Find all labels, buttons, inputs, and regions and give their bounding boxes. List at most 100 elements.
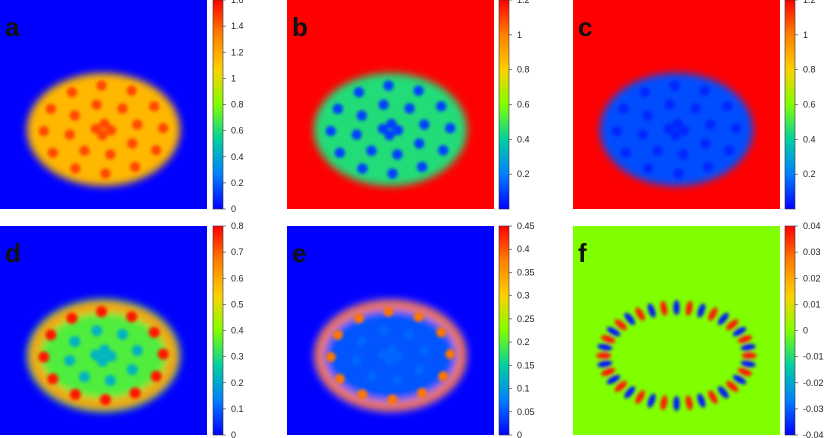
negative-lobe — [717, 312, 729, 325]
field-spot — [383, 80, 394, 91]
field-spot — [69, 110, 80, 121]
colorbar-tick-label: 0.2 — [803, 169, 816, 179]
cluster-region — [313, 73, 468, 187]
colorbar-tick-label: 0.2 — [231, 178, 244, 188]
field-spot — [150, 145, 162, 156]
field-spot — [45, 329, 57, 341]
field-spot — [618, 103, 630, 115]
panel-letter: b — [292, 12, 308, 42]
colorbar-tick-label: 0.6 — [231, 273, 244, 283]
negative-lobe — [606, 374, 621, 385]
colorbar-tick-label: 1 — [517, 30, 522, 40]
field-spot — [392, 149, 403, 160]
field-spot — [332, 103, 344, 115]
colorbar-tick-label: 0.02 — [803, 273, 821, 283]
field-spot — [150, 370, 162, 382]
colorbar-tick-label: 0.1 — [231, 404, 244, 414]
colorbar-tick-label: 0.8 — [517, 65, 530, 75]
field-spot — [353, 87, 365, 98]
colorbar-tick-label: 0 — [231, 430, 236, 438]
field-spot — [387, 394, 398, 405]
field-spot — [445, 122, 456, 134]
field-spot — [38, 351, 50, 363]
negative-lobe — [597, 343, 613, 351]
colorbar-tick-label: 0.4 — [517, 244, 530, 254]
field-spot — [45, 103, 57, 115]
field-spot — [70, 163, 81, 174]
field-spot — [126, 364, 138, 376]
field-spot — [97, 129, 108, 141]
colorbar — [784, 0, 796, 210]
colorbar-tick-label: 0.45 — [517, 221, 535, 231]
field-spot — [413, 311, 424, 322]
field-spot — [383, 306, 394, 317]
colorbar-tick-label: 0.35 — [517, 267, 535, 277]
heatmap-c — [573, 0, 780, 209]
field-spot — [643, 163, 654, 174]
field-spot — [392, 375, 403, 386]
negative-lobe — [597, 360, 613, 368]
field-spot — [117, 103, 128, 114]
colorbar-tick-label: 0.8 — [803, 65, 816, 75]
heatmap-b — [287, 0, 494, 209]
field-spot — [129, 161, 141, 173]
panel-e: e 0 0.05 0.1 0.15 0.2 0.25 0.3 0.35 0.4 0.45 — [287, 221, 535, 438]
colorbar-tick-label: 0.7 — [231, 247, 244, 257]
field-spot — [384, 129, 395, 141]
colorbar-tick-label: 0.6 — [517, 100, 530, 110]
colorbar-tick-label: 0.2 — [517, 169, 530, 179]
colorbar-tick-label: 0.5 — [231, 299, 244, 309]
positive-lobe — [708, 390, 718, 404]
field-spot — [69, 336, 81, 348]
field-spot — [334, 147, 345, 159]
colorbar-tick-label: 1.6 — [231, 0, 244, 5]
field-spot — [652, 145, 663, 156]
field-spot — [126, 311, 138, 323]
field-spot — [99, 118, 110, 130]
field-spot — [438, 371, 449, 382]
field-spot — [642, 110, 653, 121]
field-spot — [723, 145, 735, 156]
field-spot — [663, 123, 675, 135]
colorbar-tick-label: 0.8 — [231, 100, 244, 110]
colorbar-tick-label: 0.25 — [517, 314, 535, 324]
field-spot — [99, 394, 111, 406]
panel-letter: f — [578, 238, 587, 268]
colorbar-tick-label: 0.2 — [231, 378, 244, 388]
colorbar-tick-label: -0.03 — [803, 404, 824, 414]
field-spot — [416, 161, 428, 173]
positive-lobe — [596, 352, 612, 359]
colorbar-tick-label: 1 — [803, 30, 808, 40]
field-spot — [386, 118, 397, 130]
field-spot — [47, 147, 58, 159]
positive-lobe — [614, 381, 627, 392]
panel-letter: d — [5, 238, 21, 268]
field-spot — [91, 99, 102, 110]
field-spot — [445, 349, 456, 360]
field-spot — [334, 373, 345, 384]
field-spot — [91, 325, 103, 337]
positive-lobe — [635, 390, 645, 404]
panel-b: b 0.2 0.4 0.6 0.8 1 1.2 — [287, 0, 530, 210]
field-spot — [157, 348, 169, 360]
colorbar-tick-label: 0.2 — [517, 337, 530, 347]
field-spot — [105, 125, 117, 136]
field-spot — [96, 306, 108, 318]
positive-lobe — [600, 335, 616, 344]
field-spot — [149, 101, 160, 112]
negative-lobe — [624, 386, 636, 399]
field-spot — [64, 129, 75, 140]
field-spot — [377, 123, 389, 135]
panel-d: d 0 0.1 0.2 0.3 0.4 0.5 0.6 0.7 0.8 — [0, 221, 244, 438]
field-spot — [79, 145, 90, 156]
positive-lobe — [685, 300, 693, 316]
cluster-region — [313, 299, 468, 413]
positive-lobe — [741, 352, 757, 359]
positive-lobe — [737, 368, 753, 376]
field-spot — [377, 349, 388, 360]
negative-lobe — [740, 360, 756, 368]
colorbar — [212, 225, 224, 436]
field-spot — [356, 110, 367, 121]
panel-f: f -0.04 -0.03 -0.02 -0.01 0 0.01 0.02 0.03 0.04 — [573, 221, 824, 438]
field-spot — [366, 145, 377, 156]
